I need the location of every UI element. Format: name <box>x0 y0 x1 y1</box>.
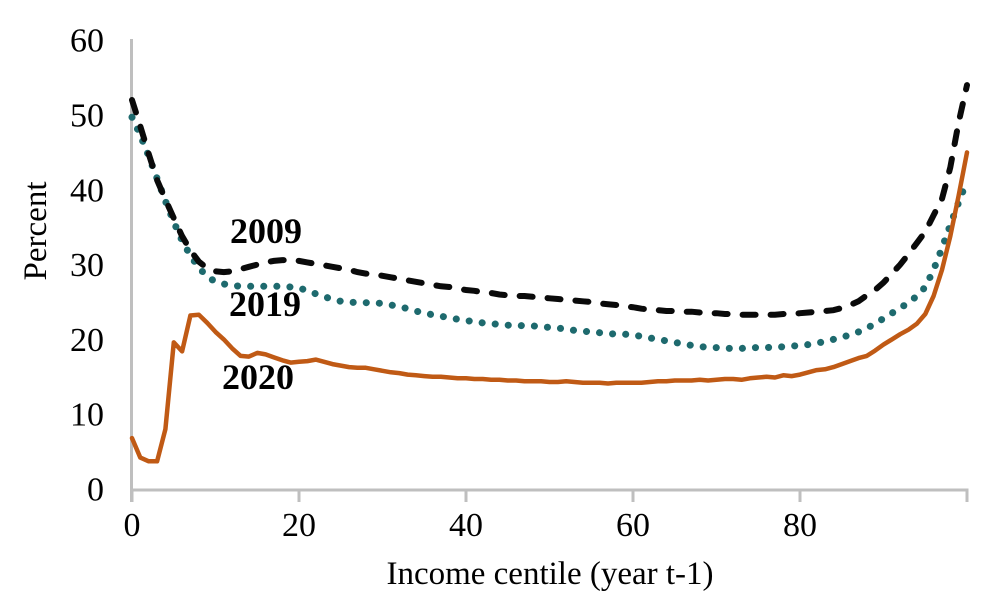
y-tick-label-30: 30 <box>70 247 104 284</box>
x-tick-label-80: 80 <box>783 507 817 544</box>
series-lines <box>128 82 971 464</box>
y-tick-label-50: 50 <box>70 98 104 135</box>
x-tick-label-20: 20 <box>282 507 316 544</box>
y-tick-label-20: 20 <box>70 322 104 359</box>
x-tick-label-0: 0 <box>124 507 141 544</box>
y-axis-title: Percent <box>18 182 54 281</box>
axes <box>130 39 969 502</box>
y-tick-label-40: 40 <box>70 172 104 209</box>
series-line-2009 <box>129 82 970 318</box>
series-line-2020 <box>129 150 970 464</box>
series-label-2019: 2019 <box>229 284 301 324</box>
x-axis-title: Income centile (year t-1) <box>386 556 713 592</box>
tick-labels: 0 10 20 30 40 50 60 0 20 40 60 80 <box>70 23 817 544</box>
series-line-2019 <box>128 113 971 352</box>
y-tick-label-0: 0 <box>87 472 104 509</box>
x-tick-label-40: 40 <box>449 507 483 544</box>
y-tick-label-60: 60 <box>70 23 104 60</box>
x-tick-label-60: 60 <box>616 507 650 544</box>
series-label-2020: 2020 <box>222 357 294 397</box>
series-label-2009: 2009 <box>230 211 302 251</box>
series-labels: 2009 2019 2020 <box>222 211 302 397</box>
y-tick-label-10: 10 <box>70 397 104 434</box>
